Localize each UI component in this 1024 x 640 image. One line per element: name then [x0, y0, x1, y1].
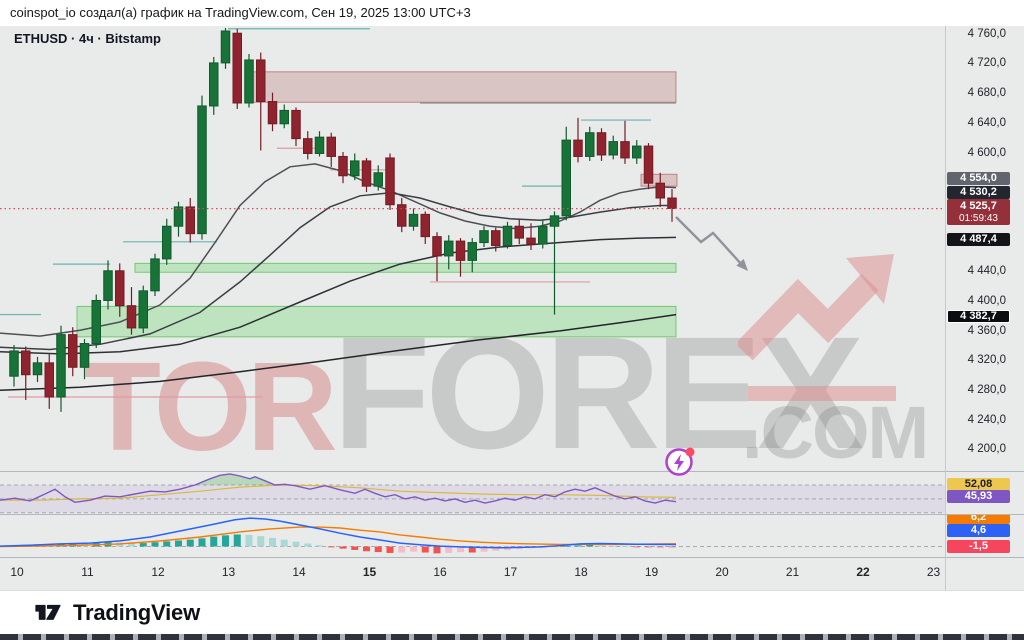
watermark-arrow-icon — [738, 254, 896, 401]
tradingview-logo-icon — [35, 604, 61, 620]
tradingview-wordmark: TradingView — [73, 599, 200, 625]
header-bar: coinspot_io создал(а) график на TradingV… — [0, 0, 1024, 26]
time-axis[interactable] — [0, 558, 946, 590]
symbol-title: ETHUSD · 4ч · Bitstamp — [14, 31, 161, 46]
reaction-flash-icon[interactable] — [662, 444, 698, 480]
footer-bar: TradingView — [0, 590, 1024, 634]
attribution-text: coinspot_io создал(а) график на TradingV… — [10, 5, 471, 20]
price-axis[interactable] — [946, 26, 1024, 590]
watermark-com: .COM — [742, 391, 929, 474]
bottom-strip — [0, 634, 1024, 640]
